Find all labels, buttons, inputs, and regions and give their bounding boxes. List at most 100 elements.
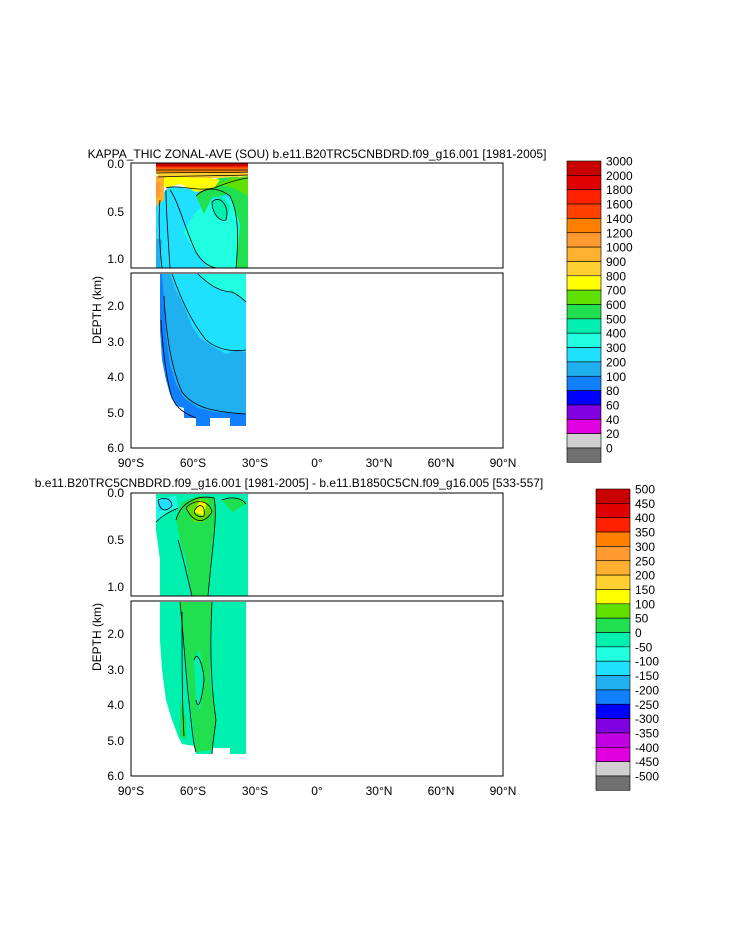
colorbar-label: 1200 [606,226,633,240]
colorbar-swatch [595,546,631,562]
colorbar-label: 300 [606,341,626,355]
panel-2-upper-frame [130,492,504,597]
colorbar-label: -450 [635,755,659,769]
panel-1-title: KAPPA_THIC ZONAL-AVE (SOU) b.e11.B20TRC5… [88,147,547,161]
panel-1-colorbar: 3000200018001600140012001000900800700600… [566,155,633,463]
colorbar-swatch [566,289,602,305]
colorbar-label: -200 [635,683,659,697]
panel-2-colorbar: 500450400350300250200150100500-50-100-15… [595,483,659,791]
panel-1-upper-frame [130,162,504,269]
colorbar-label: 400 [606,327,626,341]
y-tick-label: 4.0 [107,370,124,384]
y-tick-label: 0.0 [107,486,124,500]
panel-1-lower-frame [130,272,504,449]
colorbar-label: 1400 [606,212,633,226]
x-tick-label: 0° [311,456,323,470]
colorbar-swatch [566,347,602,363]
colorbar-label: 800 [606,269,626,283]
panel-1-lower-contours [160,273,247,419]
colorbar-label: 0 [635,626,642,640]
colorbar-swatch [595,488,631,504]
x-tick-label: 90°N [490,456,517,470]
colorbar-swatch [595,660,631,676]
colorbar-label: -300 [635,712,659,726]
x-tick-label: 30°N [366,456,393,470]
colorbar-swatch [595,775,631,791]
colorbar-label: 350 [635,526,655,540]
colorbar-label: 200 [606,355,626,369]
colorbar-swatch [566,375,602,391]
colorbar-swatch [566,304,602,320]
x-tick-label: 90°S [118,456,144,470]
colorbar-label: -150 [635,669,659,683]
colorbar-label: 400 [635,511,655,525]
colorbar-swatch [566,261,602,277]
colorbar-label: 450 [635,497,655,511]
colorbar-swatch [595,531,631,547]
colorbar-swatch [566,275,602,291]
colorbar-swatch [566,404,602,420]
panel-2-upper-contours [155,496,247,597]
y-tick-label: 5.0 [107,406,124,420]
y-tick-label: 1.0 [107,580,124,594]
colorbar-label: 3000 [606,155,633,169]
panel-2-title: b.e11.B20TRC5CNBDRD.f09_g16.001 [1981-20… [35,476,544,490]
x-tick-label: 30°S [242,784,268,798]
colorbar-label: 300 [635,540,655,554]
colorbar-label: -500 [635,770,659,784]
y-tick-label: 5.0 [107,734,124,748]
y-tick-label: 2.0 [107,627,124,641]
colorbar-label: -100 [635,655,659,669]
y-tick-label: 3.0 [107,663,124,677]
y-tick-label: 2.0 [107,299,124,313]
colorbar-label: 60 [606,398,620,412]
panel-2-ylabel: DEPTH (km) [90,603,104,671]
panel-2-upper-field [156,494,248,596]
panel-2-lower-frame [130,600,504,777]
colorbar-swatch [595,517,631,533]
colorbar-label: 1600 [606,198,633,212]
colorbar-label: 500 [606,312,626,326]
y-tick-label: 0.5 [107,205,124,219]
panel-1-upper-contours [155,169,249,269]
colorbar-swatch [595,632,631,648]
colorbar-swatch [595,761,631,777]
panel-1-lower-field [160,274,246,426]
x-tick-label: 60°S [180,456,206,470]
colorbar-label: 200 [635,569,655,583]
colorbar-swatch [595,574,631,590]
y-tick-label: 1.0 [107,252,124,266]
panel-2-lower-contours [179,601,217,755]
panel-2-x-axis: 90°S 60°S 30°S 0° 30°N 60°N 90°N [118,784,516,798]
colorbar-swatch [595,503,631,519]
y-tick-label: 0.0 [107,157,124,171]
y-tick-label: 6.0 [107,769,124,783]
colorbar-label: 1000 [606,241,633,255]
colorbar-swatch [595,589,631,605]
colorbar-swatch [566,218,602,234]
colorbar-label: 150 [635,583,655,597]
colorbar-label: 900 [606,255,626,269]
colorbar-swatch [595,560,631,576]
colorbar-swatch [566,318,602,334]
colorbar-swatch [566,232,602,248]
colorbar-swatch [566,203,602,219]
x-tick-label: 60°S [180,784,206,798]
y-tick-label: 6.0 [107,441,124,455]
colorbar-swatch [566,418,602,434]
colorbar-label: -50 [635,640,653,654]
colorbar-label: 600 [606,298,626,312]
colorbar-swatch [566,189,602,205]
colorbar-label: 2000 [606,169,633,183]
colorbar-label: 100 [606,370,626,384]
colorbar-swatch [566,433,602,449]
panel-1: KAPPA_THIC ZONAL-AVE (SOU) b.e11.B20TRC5… [88,147,633,470]
x-tick-label: 90°S [118,784,144,798]
colorbar-label: 700 [606,284,626,298]
x-tick-label: 30°S [242,456,268,470]
colorbar-label: 1800 [606,183,633,197]
panel-1-x-axis: 90°S 60°S 30°S 0° 30°N 60°N 90°N [118,456,516,470]
colorbar-label: 100 [635,597,655,611]
colorbar-swatch [595,718,631,734]
